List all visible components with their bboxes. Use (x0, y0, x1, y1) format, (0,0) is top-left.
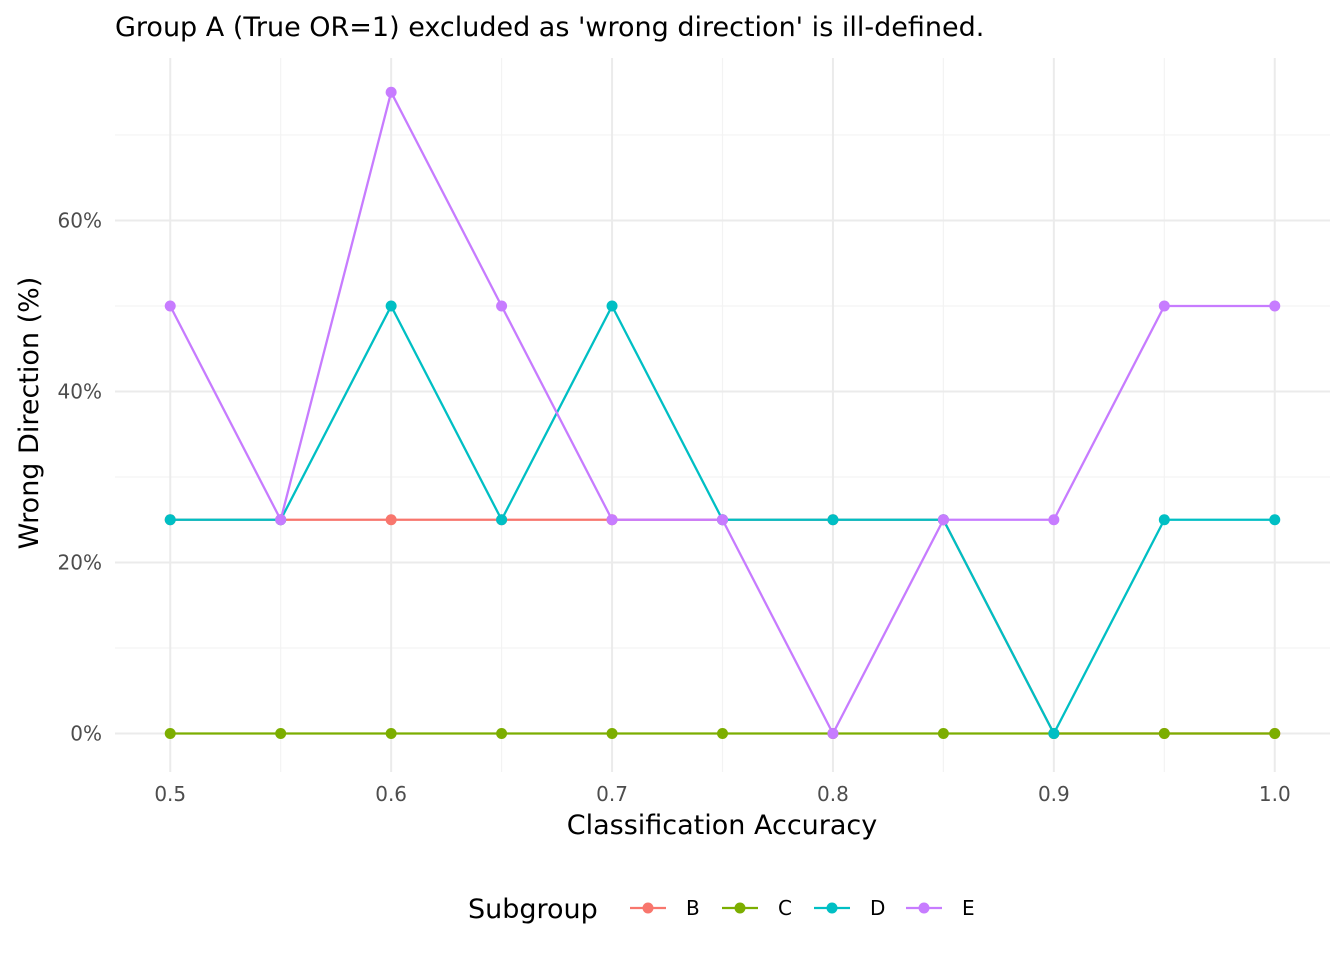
data-point (385, 728, 397, 740)
data-point (717, 514, 728, 526)
data-point (164, 514, 176, 526)
grid (115, 58, 1330, 772)
data-point (1158, 300, 1170, 312)
data-point (827, 728, 839, 740)
y-tick-label: 0% (70, 722, 102, 746)
data-point (385, 86, 397, 98)
series-c (164, 728, 1281, 740)
data-point (937, 514, 949, 526)
data-point (164, 300, 176, 312)
data-point (496, 300, 508, 312)
data-point (496, 514, 508, 526)
data-point (937, 728, 949, 740)
data-point (1158, 514, 1170, 526)
data-point (606, 728, 618, 740)
data-point (496, 728, 508, 740)
series-lines (164, 86, 1281, 740)
legend-key-point (918, 902, 930, 914)
legend-title: Subgroup (468, 894, 598, 925)
x-tick-label: 0.8 (817, 782, 849, 806)
data-point (275, 728, 287, 740)
data-point (717, 728, 728, 740)
legend-key-point (734, 902, 746, 914)
data-point (1269, 514, 1281, 526)
legend-item-b: B (630, 896, 700, 920)
legend-label: B (686, 896, 700, 920)
legend-label: E (962, 896, 975, 920)
legend-key-point (642, 902, 654, 914)
data-point (164, 728, 176, 740)
data-point (385, 300, 397, 312)
y-tick-label: 20% (58, 551, 102, 575)
tick-labels: 0.5 0.6 0.7 0.8 0.9 1.0 0% 20% 40% 60% (58, 208, 1291, 806)
legend: Subgroup B C D E (468, 894, 975, 925)
legend-item-d: D (814, 896, 885, 920)
chart-title: Group A (True OR=1) excluded as 'wrong d… (115, 12, 984, 43)
data-point (1158, 728, 1170, 740)
legend-label: C (778, 896, 792, 920)
x-tick-label: 0.6 (375, 782, 407, 806)
legend-key-point (826, 902, 838, 914)
x-tick-label: 0.7 (596, 782, 628, 806)
data-point (827, 514, 839, 526)
x-axis-title: Classification Accuracy (567, 810, 878, 841)
data-point (1269, 300, 1281, 312)
y-tick-label: 40% (58, 379, 102, 403)
series-e (164, 86, 1281, 740)
data-point (606, 514, 618, 526)
data-point (1269, 728, 1281, 740)
y-axis-title: Wrong Direction (%) (14, 277, 45, 550)
data-point (385, 514, 397, 526)
x-tick-label: 0.5 (154, 782, 186, 806)
legend-item-e: E (906, 896, 975, 920)
data-point (275, 514, 287, 526)
y-tick-label: 60% (58, 208, 102, 232)
data-point (1048, 728, 1060, 740)
legend-item-c: C (722, 896, 792, 920)
data-point (606, 300, 618, 312)
data-point (1048, 514, 1060, 526)
legend-label: D (870, 896, 885, 920)
x-tick-label: 1.0 (1259, 782, 1291, 806)
x-tick-label: 0.9 (1038, 782, 1070, 806)
